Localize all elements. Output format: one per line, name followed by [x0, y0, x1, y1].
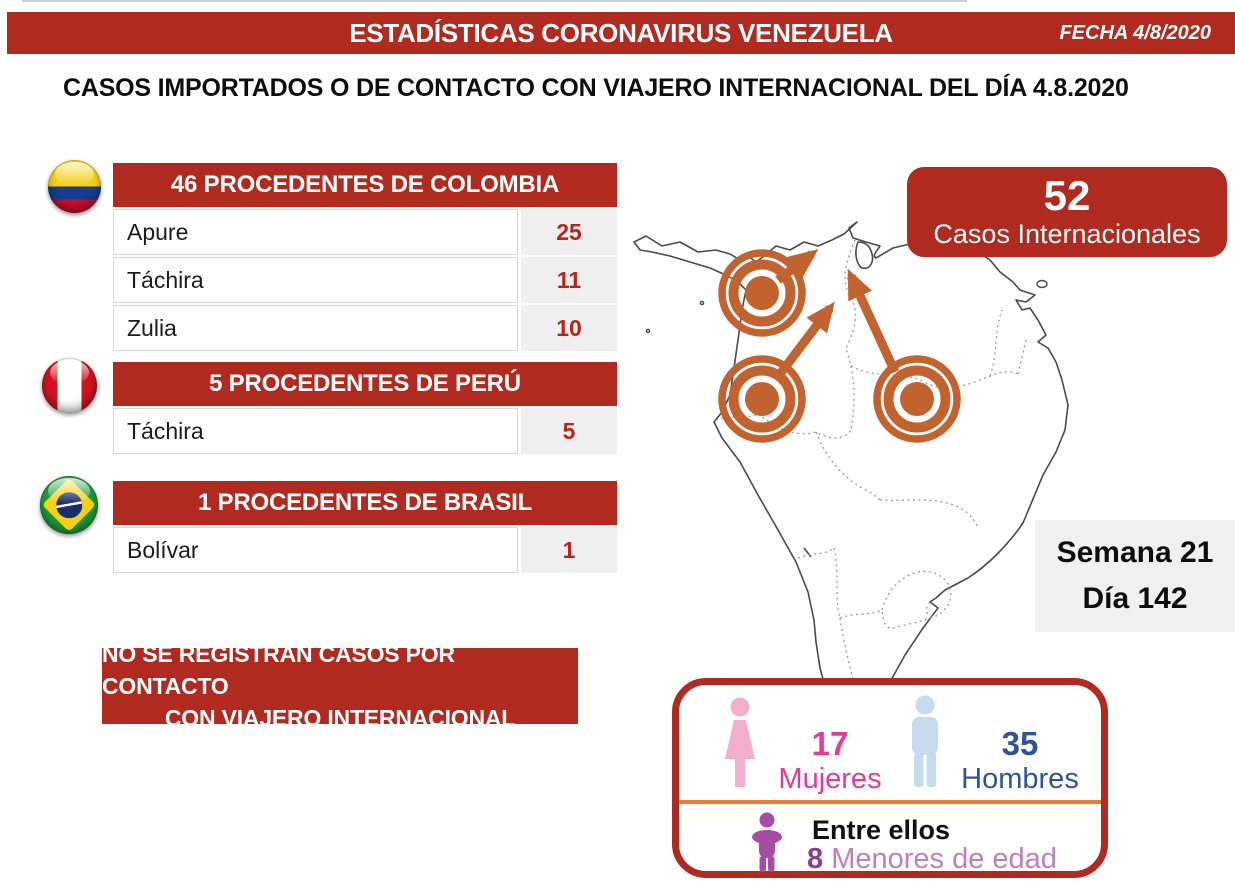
continent-outline — [633, 221, 1069, 713]
travel-arrow-peru — [776, 301, 835, 377]
table-peru: 5 PROCEDENTES DE PERÚ Táchira 5 — [113, 362, 617, 454]
day-label: Día 142 — [1082, 582, 1188, 615]
banner-date: FECHA 4/8/2020 — [1059, 22, 1211, 44]
notice-line-1: NO SE REGISTRAN CASOS POR CONTACTO — [102, 641, 455, 699]
state-label: Táchira — [113, 408, 518, 454]
banner-title: ESTADÍSTICAS CORONAVIRUS VENEZUELA — [349, 18, 893, 48]
women-count: 17 — [811, 725, 849, 762]
table-colombia: 46 PROCEDENTES DE COLOMBIA Apure 25 Tách… — [113, 163, 617, 351]
case-count: 25 — [521, 209, 617, 255]
minors-label: 8 Menores de edad — [807, 843, 1057, 876]
page-title: CASOS IMPORTADOS O DE CONTACTO CON VIAJE… — [63, 74, 1129, 102]
total-cases-value: 52 — [1043, 172, 1091, 219]
minors-text: Menores de edad — [823, 843, 1057, 875]
man-icon — [912, 695, 938, 787]
demographics-box: 17 Mujeres 35 Hombres Entre ellos 8 Meno… — [672, 678, 1108, 878]
men-count: 35 — [1001, 725, 1039, 762]
table-row: Apure 25 — [113, 209, 617, 255]
table-brasil-header: 1 PROCEDENTES DE BRASIL — [113, 481, 617, 525]
table-row: Bolívar 1 — [113, 527, 617, 573]
state-label: Apure — [113, 209, 518, 255]
travel-arrow-brazil — [846, 268, 900, 374]
peru-origin-marker — [718, 355, 806, 443]
child-icon — [752, 812, 782, 872]
colombia-origin-marker — [718, 249, 806, 337]
brazil-flag-icon — [40, 476, 98, 534]
demographics-divider — [679, 800, 1101, 804]
case-count: 11 — [521, 257, 617, 303]
minors-intro-label: Entre ellos — [812, 815, 951, 845]
brazil-flag-globe — [56, 492, 82, 518]
women-label: Mujeres — [778, 763, 882, 795]
table-row: Táchira 11 — [113, 257, 617, 303]
week-label: Semana 21 — [1056, 536, 1214, 569]
woman-icon — [725, 697, 755, 787]
header-banner: ESTADÍSTICAS CORONAVIRUS VENEZUELA FECHA… — [7, 12, 1235, 54]
period-panel: Semana 21 Día 142 — [1035, 520, 1235, 632]
table-brasil: 1 PROCEDENTES DE BRASIL Bolívar 1 — [113, 481, 617, 573]
peru-flag-icon — [42, 358, 97, 413]
no-contact-cases-notice: NO SE REGISTRAN CASOS POR CONTACTO CON V… — [102, 641, 578, 731]
minors-count: 8 — [807, 843, 824, 875]
total-cases-label: Casos Internacionales — [933, 219, 1201, 249]
international-cases-total: 52 Casos Internacionales — [907, 167, 1227, 257]
table-colombia-header: 46 PROCEDENTES DE COLOMBIA — [113, 163, 617, 207]
state-label: Zulia — [113, 305, 518, 351]
table-peru-header: 5 PROCEDENTES DE PERÚ — [113, 362, 617, 406]
case-count: 1 — [521, 527, 617, 573]
south-america-map — [633, 207, 1069, 713]
brazil-origin-marker — [873, 355, 961, 443]
slide-top-edge — [22, 0, 967, 2]
notice-line-2: CON VIAJERO INTERNACIONAL — [164, 705, 516, 731]
table-row: Zulia 10 — [113, 305, 617, 351]
men-label: Hombres — [961, 763, 1079, 795]
state-label: Bolívar — [113, 527, 518, 573]
colombia-flag-icon — [48, 160, 101, 213]
case-count: 10 — [521, 305, 617, 351]
table-row: Táchira 5 — [113, 408, 617, 454]
case-count: 5 — [521, 408, 617, 454]
state-label: Táchira — [113, 257, 518, 303]
